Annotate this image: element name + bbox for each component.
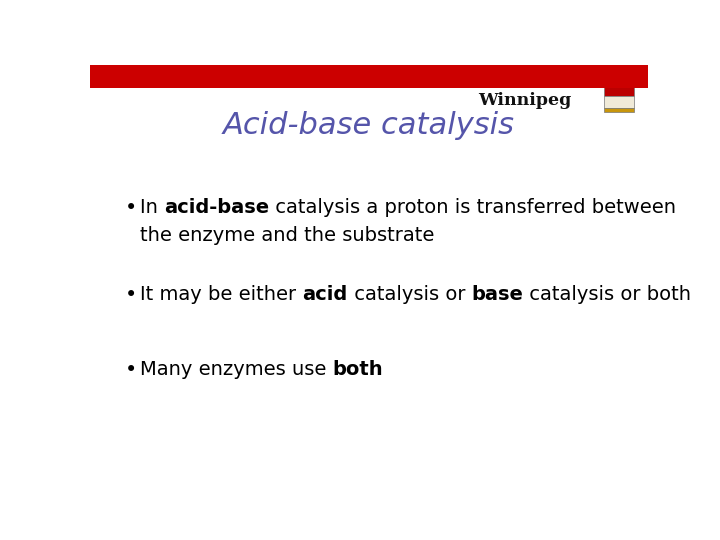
Text: •: • bbox=[125, 285, 137, 305]
Text: the enzyme and the substrate: the enzyme and the substrate bbox=[140, 226, 435, 245]
Bar bbox=[90, 65, 648, 87]
Text: acid: acid bbox=[302, 285, 348, 304]
Text: In: In bbox=[140, 198, 164, 217]
Text: catalysis a proton is transferred between: catalysis a proton is transferred betwee… bbox=[269, 198, 677, 217]
Text: catalysis or: catalysis or bbox=[348, 285, 472, 304]
Bar bbox=[603, 107, 634, 112]
Text: both: both bbox=[333, 360, 384, 379]
Text: The University of: The University of bbox=[481, 78, 560, 87]
Text: It may be either: It may be either bbox=[140, 285, 302, 304]
Text: Many enzymes use: Many enzymes use bbox=[140, 360, 333, 379]
Text: acid-base: acid-base bbox=[164, 198, 269, 217]
Text: Acid-base catalysis: Acid-base catalysis bbox=[223, 111, 515, 140]
Text: Winnipeg: Winnipeg bbox=[478, 92, 571, 109]
Bar bbox=[603, 78, 634, 97]
Bar bbox=[603, 97, 634, 107]
Text: base: base bbox=[472, 285, 523, 304]
Text: catalysis or both: catalysis or both bbox=[523, 285, 691, 304]
Text: •: • bbox=[125, 198, 137, 218]
Text: •: • bbox=[125, 360, 137, 380]
